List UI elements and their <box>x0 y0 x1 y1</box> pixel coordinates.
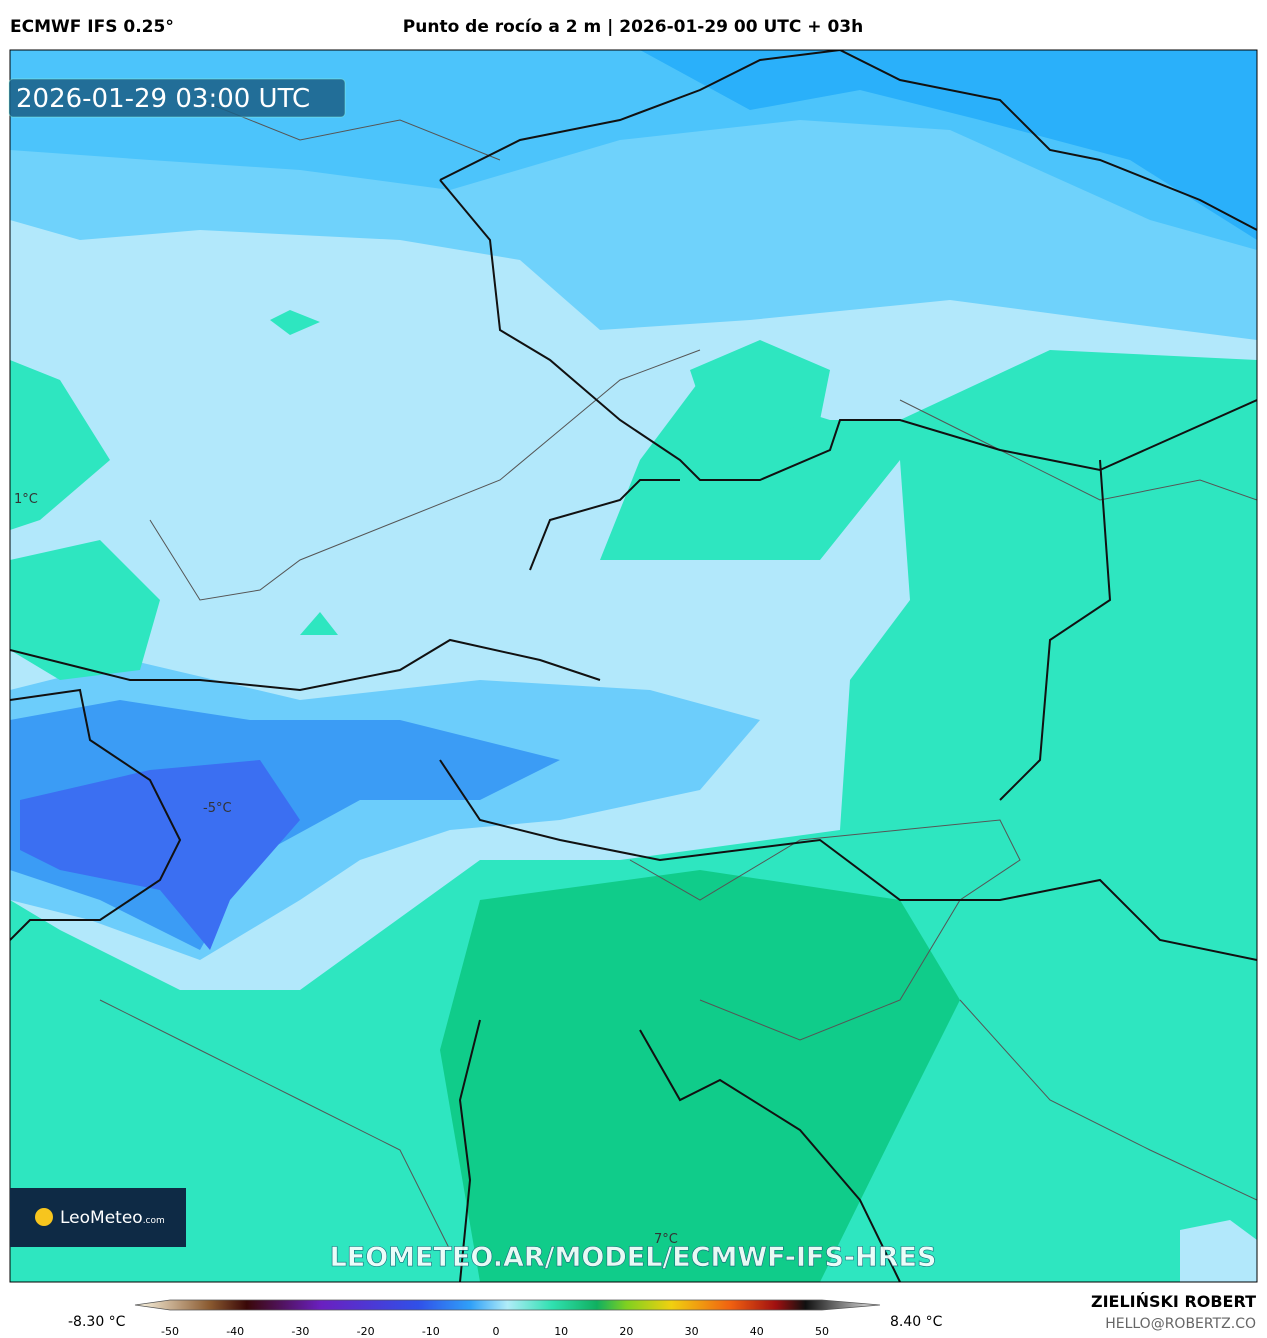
colorbar-tick-label: -50 <box>161 1325 179 1338</box>
colorbar-tick-label: 10 <box>554 1325 568 1338</box>
colorbar-ticks: -50 -40 -30 -20 -10 0 10 20 30 40 50 <box>161 1325 829 1338</box>
contour-label: -5°C <box>203 801 232 816</box>
map-title: Punto de rocío a 2 m | 2026-01-29 00 UTC… <box>403 17 863 37</box>
colorbar-tick-label: 20 <box>619 1325 633 1338</box>
colorbar-min: -8.30 °C <box>68 1314 126 1330</box>
logo-text: LeoMeteo.com <box>60 1208 165 1228</box>
map: 1°C -5°C 7°C <box>10 50 1257 1282</box>
author: ZIELIŃSKI ROBERT <box>1091 1292 1256 1311</box>
logo-name: LeoMeteo <box>60 1208 143 1228</box>
colorbar-tick-label: -20 <box>357 1325 375 1338</box>
model-name: ECMWF IFS 0.25° <box>10 17 174 37</box>
logo-suffix: .com <box>143 1216 165 1226</box>
contour-label: 7°C <box>654 1232 678 1247</box>
colorbar-tick-label: -10 <box>422 1325 440 1338</box>
contour-label: 1°C <box>14 492 38 507</box>
timestamp: 2026-01-29 03:00 UTC <box>16 84 310 114</box>
timestamp-box <box>8 78 346 118</box>
map-frame <box>9 49 1258 1283</box>
colorbar-tick-label: -40 <box>226 1325 244 1338</box>
colorbar <box>134 1299 881 1311</box>
colorbar-tick-label: 50 <box>815 1325 829 1338</box>
colorbar-tick-label: -30 <box>291 1325 309 1338</box>
colorbar-max: 8.40 °C <box>890 1314 943 1330</box>
colorbar-tick-label: 30 <box>685 1325 699 1338</box>
colorbar-tick-label: 0 <box>493 1325 500 1338</box>
colorbar-tick-label: 40 <box>750 1325 764 1338</box>
contact: HELLO@ROBERTZ.CO <box>1105 1316 1256 1332</box>
logo-sun <box>35 1208 53 1226</box>
watermark: LEOMETEO.AR/MODEL/ECMWF-IFS-HRES <box>330 1242 937 1273</box>
